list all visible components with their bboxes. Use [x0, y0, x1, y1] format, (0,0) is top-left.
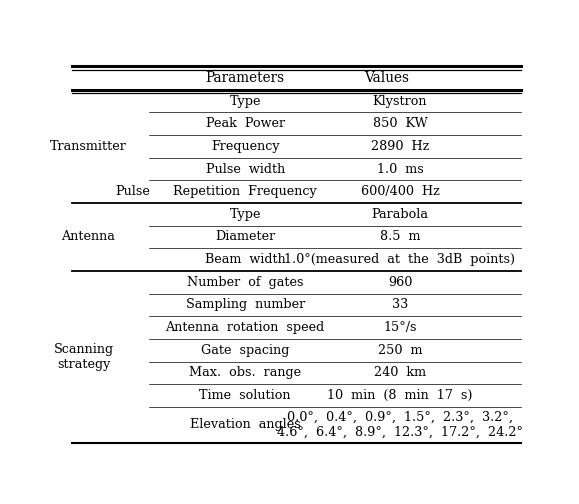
Text: 850  KW: 850 KW — [372, 117, 427, 130]
Text: 8.5  m: 8.5 m — [380, 230, 420, 243]
Text: Max.  obs.  range: Max. obs. range — [189, 366, 301, 380]
Text: Diameter: Diameter — [215, 230, 275, 243]
Text: Pulse: Pulse — [116, 185, 151, 198]
Text: 960: 960 — [388, 276, 412, 289]
Text: Peak  Power: Peak Power — [206, 117, 285, 130]
Text: 33: 33 — [392, 298, 408, 311]
Text: 10  min  (8  min  17  s): 10 min (8 min 17 s) — [327, 389, 472, 402]
Text: Repetition  Frequency: Repetition Frequency — [173, 185, 317, 198]
Text: 2890  Hz: 2890 Hz — [371, 140, 429, 153]
Text: Type: Type — [229, 208, 261, 221]
Text: Parameters: Parameters — [206, 71, 285, 85]
Text: Pulse  width: Pulse width — [206, 162, 285, 175]
Text: Number  of  gates: Number of gates — [187, 276, 303, 289]
Text: Antenna  rotation  speed: Antenna rotation speed — [166, 321, 325, 334]
Text: 240  km: 240 km — [374, 366, 426, 380]
Text: Frequency: Frequency — [211, 140, 280, 153]
Text: 1.0°(measured  at  the  3dB  points): 1.0°(measured at the 3dB points) — [284, 253, 515, 266]
Text: Type: Type — [229, 95, 261, 107]
Text: Beam  width: Beam width — [205, 253, 285, 266]
Text: 4.6°,  6.4°,  8.9°,  12.3°,  17.2°,  24.2°: 4.6°, 6.4°, 8.9°, 12.3°, 17.2°, 24.2° — [277, 426, 523, 439]
Text: 250  m: 250 m — [378, 344, 422, 357]
Text: Values: Values — [364, 71, 409, 85]
Text: 1.0  ms: 1.0 ms — [376, 162, 423, 175]
Text: Time  solution: Time solution — [199, 389, 291, 402]
Text: Elevation  angles: Elevation angles — [190, 418, 301, 431]
Text: Scanning
strategy: Scanning strategy — [53, 343, 113, 371]
Text: Antenna: Antenna — [61, 230, 115, 243]
Text: 600/400  Hz: 600/400 Hz — [361, 185, 439, 198]
Text: 0.0°,  0.4°,  0.9°,  1.5°,  2.3°,  3.2°,: 0.0°, 0.4°, 0.9°, 1.5°, 2.3°, 3.2°, — [287, 410, 513, 423]
Text: Parabola: Parabola — [372, 208, 428, 221]
Text: Gate  spacing: Gate spacing — [201, 344, 290, 357]
Text: Sampling  number: Sampling number — [185, 298, 305, 311]
Text: 15°/s: 15°/s — [383, 321, 417, 334]
Text: Klystron: Klystron — [373, 95, 427, 107]
Text: Transmitter: Transmitter — [50, 140, 127, 153]
